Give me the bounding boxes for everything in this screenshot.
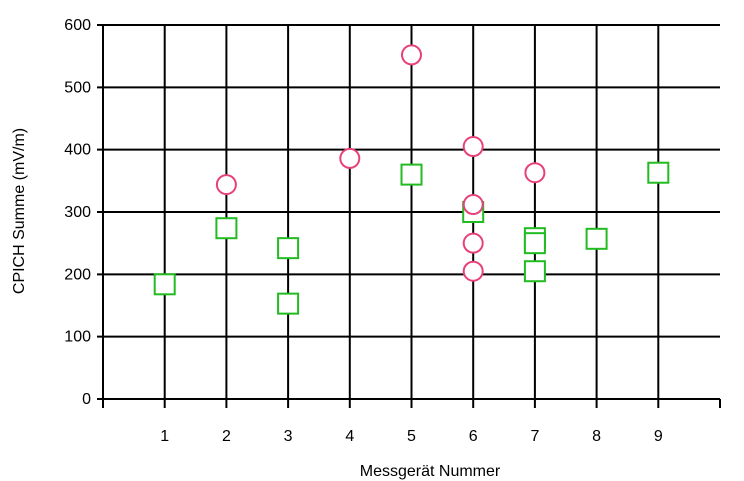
data-marks xyxy=(153,44,670,315)
circle-point xyxy=(462,232,484,254)
circle-point xyxy=(401,44,422,66)
y-tick-label: 300 xyxy=(64,204,91,221)
y-tick-label: 400 xyxy=(64,142,91,159)
square-point xyxy=(153,273,176,296)
y-axis-title: CPICH Summe (mV/m) xyxy=(11,128,28,294)
x-tick-label: 5 xyxy=(407,428,416,445)
square-point xyxy=(277,237,300,260)
axes xyxy=(97,25,721,408)
x-tick-label: 2 xyxy=(222,428,231,445)
square-point xyxy=(215,217,238,240)
y-tick-label: 200 xyxy=(64,266,91,283)
square-point xyxy=(585,227,608,250)
tick-labels: 0 100 200 300 400 500 600 1 2 3 4 5 6 7 8 9 xyxy=(64,17,663,445)
square-point xyxy=(400,163,423,186)
square-point xyxy=(277,292,300,315)
square-point xyxy=(647,161,670,184)
square-point xyxy=(523,260,546,283)
x-tick-label: 1 xyxy=(160,428,169,445)
x-tick-label: 6 xyxy=(469,428,478,445)
y-tick-label: 100 xyxy=(64,329,91,346)
x-tick-label: 3 xyxy=(284,428,293,445)
circle-point xyxy=(339,147,361,169)
circle-point xyxy=(462,194,484,216)
grid xyxy=(97,24,720,408)
y-tick-label: 500 xyxy=(64,79,91,96)
x-axis-title: Messgerät Nummer xyxy=(360,463,501,480)
circle-point xyxy=(462,136,484,158)
circle-point xyxy=(215,174,237,196)
circle-point xyxy=(524,162,546,184)
x-tick-label: 4 xyxy=(345,428,354,445)
x-tick-label: 7 xyxy=(530,428,539,445)
circle-point xyxy=(462,260,484,282)
square-point xyxy=(523,232,546,255)
x-tick-label: 8 xyxy=(592,428,601,445)
x-tick-label: 9 xyxy=(654,428,663,445)
y-tick-label: 600 xyxy=(64,17,91,34)
y-tick-label: 0 xyxy=(82,391,91,408)
